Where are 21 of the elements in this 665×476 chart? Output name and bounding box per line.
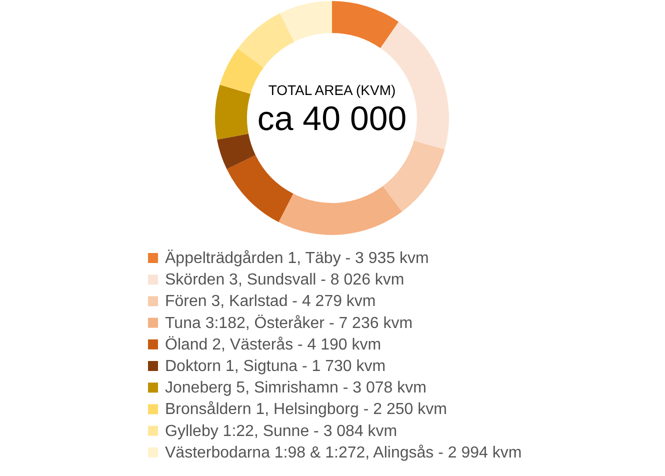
text: TOTAL AREA (KVM)	[268, 82, 396, 98]
legend-label: Västerbodarna 1:98 & 1:272, Alingsås - 2 994 kvm	[165, 444, 522, 462]
legend-label: Öland 2, Västerås - 4 190 kvm	[165, 335, 382, 354]
donut-slice	[332, 1, 399, 48]
legend-label: Skörden 3, Sundsvall - 8 026 kvm	[165, 272, 404, 289]
donut-slice	[382, 140, 445, 212]
text: ca 40 000	[257, 100, 407, 138]
legend-label: Gylleby 1:22, Sunne - 3 084 kvm	[165, 422, 398, 440]
legend-label: Äppelträdgården 1, Täby - 3 935 kvm	[165, 249, 429, 267]
legend-label: Tuna 3:182, Österåker - 7 236 kvm	[165, 314, 413, 332]
donut-slice	[226, 155, 294, 222]
donut-slice	[215, 84, 251, 140]
donut-slice	[278, 186, 402, 235]
donut-slice	[280, 1, 332, 42]
donut-slice	[238, 13, 294, 68]
legend-label: Fören 3, Karlstad - 4 279 kvm	[165, 293, 376, 310]
legend-label: Bronsåldern 1, Helsingborg - 2 250 kvm	[165, 401, 447, 418]
donut-slice	[220, 48, 264, 94]
legend-label: Joneberg 5, Simrishamn - 3 078 kvm	[165, 380, 426, 397]
donut-slice	[217, 134, 256, 170]
legend-label: Doktorn 1, Sigtuna - 1 730 kvm	[165, 358, 386, 375]
